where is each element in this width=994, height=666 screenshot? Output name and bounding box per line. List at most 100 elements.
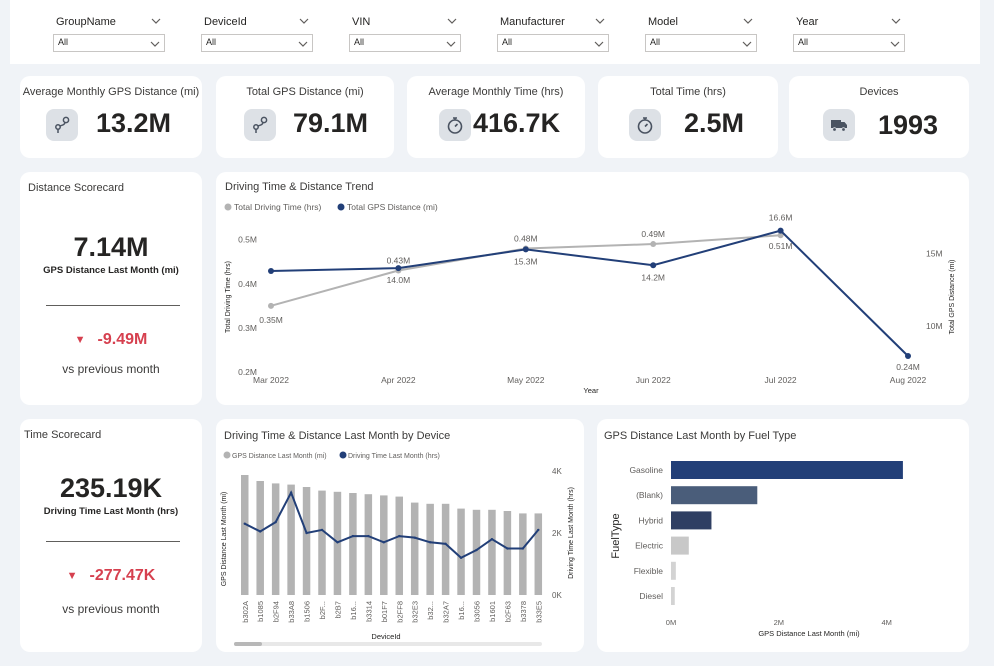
bar	[671, 461, 903, 479]
filter-label: Model	[648, 16, 678, 28]
bar	[503, 511, 512, 595]
bar	[241, 475, 249, 595]
x-tick-label: 4M	[882, 618, 892, 627]
y-tick-label: Gasoline	[629, 465, 663, 475]
chevron-down-icon[interactable]	[741, 14, 755, 28]
filter-value: All	[206, 37, 217, 47]
chevron-down-icon[interactable]	[149, 14, 163, 28]
data-point	[650, 241, 657, 248]
kpi-card-avg-monthly-time[interactable]: Average Monthly Time (hrs) 416.7K	[407, 76, 585, 158]
bar	[395, 496, 403, 595]
trend-chart-card[interactable]: Driving Time & Distance Trend Total Drivi…	[216, 172, 969, 405]
y-tick-label: Electric	[635, 541, 664, 551]
chart-title: Driving Time & Distance Last Month by De…	[224, 430, 450, 442]
data-point	[506, 547, 509, 550]
bar	[318, 490, 326, 595]
device-chart-card[interactable]: Driving Time & Distance Last Month by De…	[216, 419, 584, 652]
bar	[441, 503, 450, 595]
y-tick-label: 0.2M	[238, 367, 257, 377]
data-label: 14.2M	[641, 272, 665, 282]
card-title: Distance Scorecard	[28, 182, 124, 194]
legend-marker	[339, 451, 347, 459]
chevron-down-icon[interactable]	[445, 14, 459, 28]
comparison-label: vs previous month	[62, 602, 160, 616]
x-tick-label: Jun 2022	[636, 375, 671, 385]
data-point	[650, 262, 657, 269]
x-tick-label: Aug 2022	[890, 375, 927, 385]
x-axis-label: Year	[583, 386, 599, 395]
series-line	[270, 229, 909, 357]
filter-select[interactable]: All	[645, 34, 757, 52]
bar	[380, 495, 388, 595]
scorecard-subtitle: Driving Time Last Month (hrs)	[43, 506, 179, 517]
data-point	[537, 528, 540, 532]
distance-scorecard[interactable]: Distance Scorecard 7.14M GPS Distance La…	[20, 172, 202, 405]
x-tick-label: b3056	[473, 601, 482, 622]
filter-value: All	[650, 37, 661, 47]
x-tick-label: b2FF8	[395, 601, 404, 623]
chevron-down-icon[interactable]	[297, 14, 311, 28]
kpi-card-total-gps-distance[interactable]: Total GPS Distance (mi) 79.1M	[216, 76, 394, 158]
time-scorecard[interactable]: Time Scorecard 235.19K Driving Time Last…	[20, 419, 202, 652]
kpi-card-total-time[interactable]: Total Time (hrs) 2.5M	[598, 76, 778, 158]
filter-select[interactable]: All	[497, 34, 609, 52]
data-point	[777, 232, 784, 239]
x-tick-label: b2B7	[333, 601, 342, 619]
legend-marker	[224, 203, 232, 211]
x-tick-label: b32E3	[411, 601, 420, 623]
y-axis-label: Driving Time Last Month (hrs)	[568, 487, 575, 579]
filter-select[interactable]: All	[201, 34, 313, 52]
filter-select[interactable]: All	[793, 34, 905, 52]
filter-value: All	[798, 37, 809, 47]
kpi-card-avg-monthly-gps-distance[interactable]: Average Monthly GPS Distance (mi) 13.2M	[20, 76, 202, 158]
comparison-label: vs previous month	[62, 362, 160, 376]
data-point	[428, 541, 432, 544]
x-tick-label: b1506	[303, 601, 312, 622]
series-line	[244, 490, 540, 560]
delta-value: -277.47K	[89, 567, 156, 584]
data-point	[351, 534, 355, 538]
x-tick-label: May 2022	[507, 375, 545, 385]
y-tick-label: 0.3M	[238, 323, 257, 333]
y-tick-label: Hybrid	[638, 515, 663, 525]
filter-bar: GroupName All DeviceId All VIN All Manuf…	[10, 0, 980, 64]
data-label: 0.24M	[896, 362, 920, 372]
y-tick-label: 15M	[926, 249, 943, 259]
data-point	[395, 265, 402, 272]
y-tick-label: 0.4M	[238, 279, 257, 289]
filter-select[interactable]: All	[349, 34, 461, 52]
bar	[302, 487, 311, 595]
kpi-card-devices[interactable]: Devices 1993	[789, 76, 969, 158]
data-point	[522, 246, 529, 253]
chevron-down-icon[interactable]	[889, 14, 903, 28]
x-tick-label: b1085	[256, 601, 265, 622]
bar	[457, 508, 465, 595]
data-point	[413, 536, 416, 539]
route-icon	[46, 109, 78, 141]
data-label: 0.48M	[514, 233, 538, 243]
x-tick-label: 2M	[774, 618, 784, 627]
x-tick-label: 0M	[666, 618, 676, 627]
filter-label: Manufacturer	[500, 16, 565, 28]
data-point	[268, 302, 274, 309]
y-tick-label: 4K	[552, 467, 562, 476]
chevron-down-icon[interactable]	[593, 14, 607, 28]
y-axis-label: Total Driving Time (hrs)	[225, 261, 232, 333]
y-axis-label: GPS Distance Last Month (mi)	[221, 492, 228, 587]
bar	[671, 561, 676, 580]
y-tick-label: 10M	[926, 321, 943, 331]
scrollbar-track	[234, 642, 542, 646]
bar	[410, 502, 419, 595]
x-axis-label: DeviceId	[371, 632, 400, 641]
fuel-chart-card[interactable]: GPS Distance Last Month by Fuel Type Gaso…	[597, 419, 969, 652]
scrollbar-thumb[interactable]	[234, 642, 262, 646]
bar	[488, 509, 496, 595]
chevron-down-icon	[742, 41, 752, 47]
scorecard-delta: ▼ -277.47K	[20, 567, 202, 585]
legend-label: Total GPS Distance (mi)	[347, 202, 438, 212]
filter-select[interactable]: All	[53, 34, 165, 52]
fuel-chart: GPS Distance Last Month by Fuel Type Gaso…	[604, 430, 903, 638]
y-tick-label: Diesel	[639, 591, 663, 601]
chevron-down-icon	[298, 41, 308, 47]
stopwatch-icon	[439, 109, 471, 141]
